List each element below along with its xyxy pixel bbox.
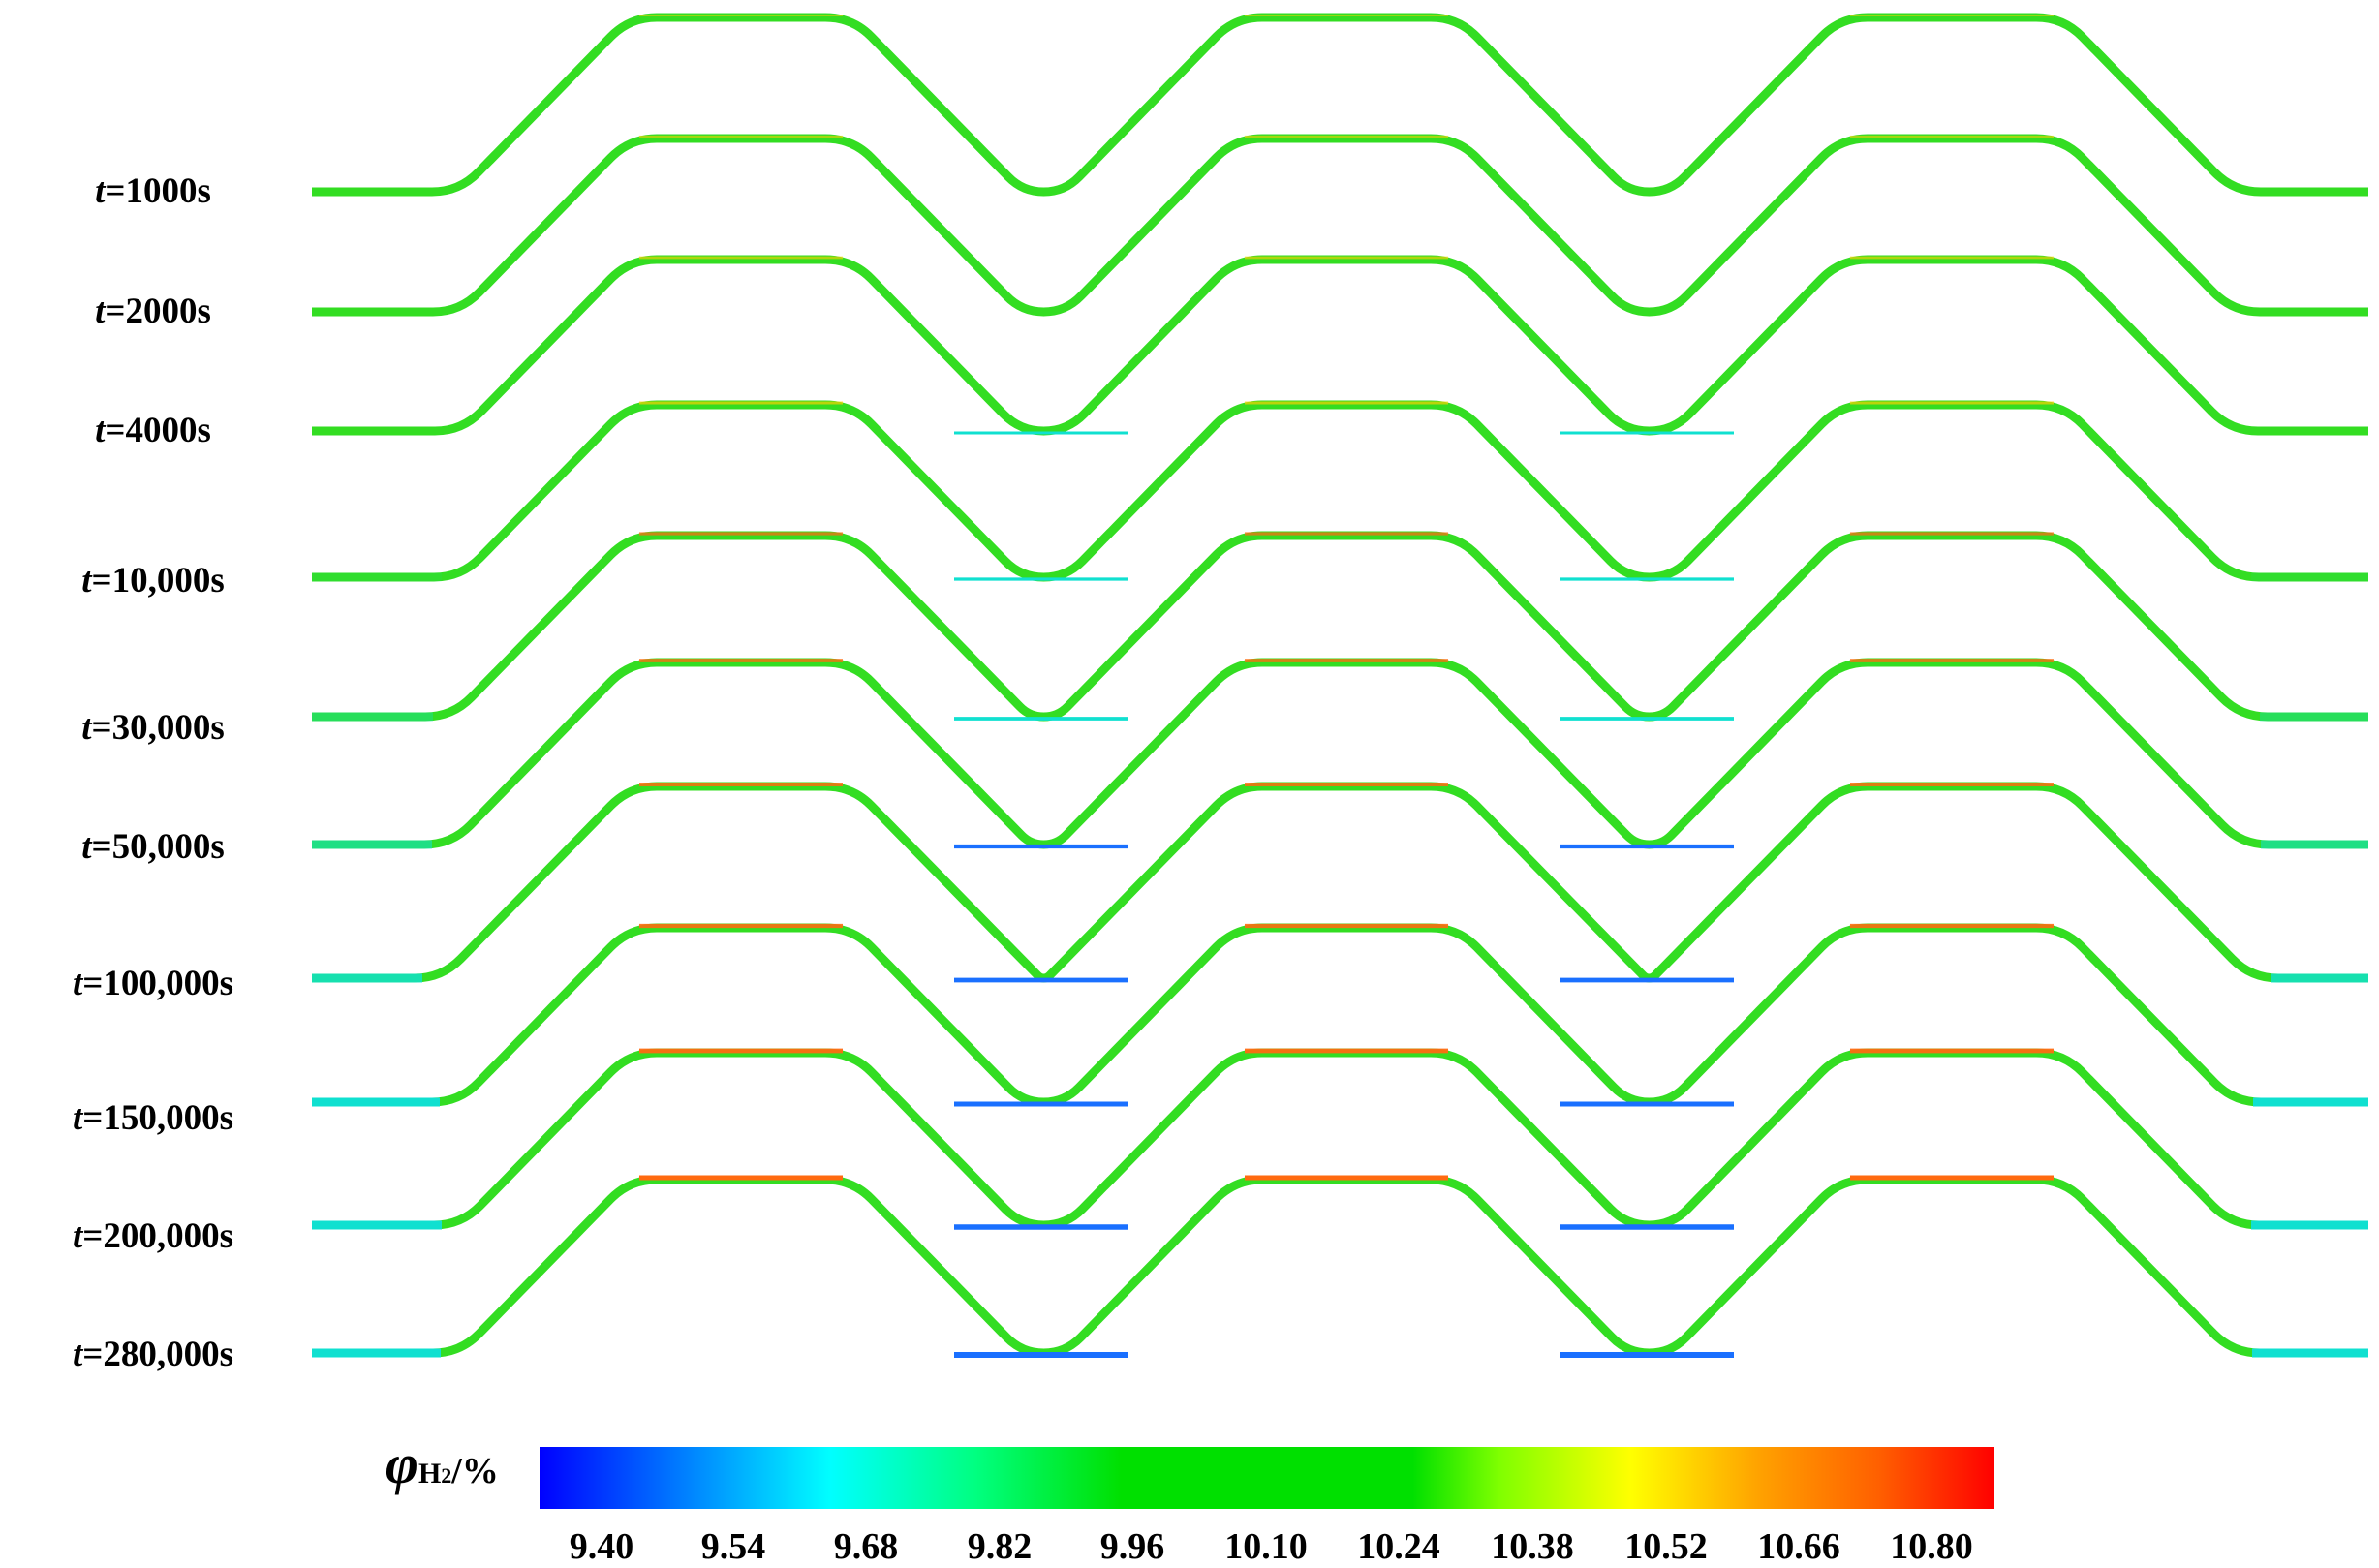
legend-title: φH2/% bbox=[386, 1431, 499, 1496]
time-variable: t bbox=[81, 708, 92, 748]
time-value: =200,000s bbox=[82, 1216, 233, 1256]
time-variable: t bbox=[72, 964, 83, 1003]
pipe-profile-row bbox=[312, 255, 2368, 436]
colorbar-tick-label: 10.80 bbox=[1890, 1526, 1973, 1567]
time-variable: t bbox=[95, 411, 106, 450]
pipe-profile-row bbox=[312, 13, 2368, 197]
colorbar-tick-label: 10.24 bbox=[1357, 1526, 1440, 1567]
colorbar-tick-label: 9.82 bbox=[967, 1526, 1033, 1567]
time-label: t=150,000s bbox=[8, 1099, 298, 1138]
legend-symbol: φ bbox=[386, 1432, 418, 1495]
time-variable: t bbox=[72, 1335, 83, 1374]
pipe-path bbox=[312, 400, 2368, 582]
pipe-path bbox=[312, 923, 2368, 1107]
colorbar-tick-label: 9.54 bbox=[700, 1526, 766, 1567]
time-value: =30,000s bbox=[91, 708, 225, 748]
colorbar-tick-label: 10.38 bbox=[1491, 1526, 1574, 1567]
pipe-path bbox=[312, 782, 2368, 983]
colorbar bbox=[540, 1447, 1994, 1509]
time-variable: t bbox=[81, 561, 92, 600]
time-variable: t bbox=[72, 1098, 83, 1138]
time-label: t=30,000s bbox=[8, 709, 298, 748]
pipe-profile-row bbox=[312, 923, 2368, 1107]
time-value: =10,000s bbox=[91, 561, 225, 600]
time-value: =280,000s bbox=[82, 1335, 233, 1374]
legend-unit: /% bbox=[451, 1451, 499, 1491]
time-label: t=280,000s bbox=[8, 1336, 298, 1374]
time-value: =2000s bbox=[105, 292, 211, 331]
pipe-path bbox=[312, 1048, 2368, 1230]
pipe-path bbox=[312, 1175, 2368, 1358]
time-label: t=4000s bbox=[8, 412, 298, 450]
time-label: t=10,000s bbox=[8, 562, 298, 600]
legend-subscript-2: 2 bbox=[441, 1463, 452, 1488]
pipe-path bbox=[312, 658, 2368, 849]
pipe-profile-row bbox=[312, 400, 2368, 582]
time-label: t=100,000s bbox=[8, 965, 298, 1003]
pipe-path bbox=[312, 134, 2368, 317]
time-value: =1000s bbox=[105, 171, 211, 211]
pipe-path bbox=[312, 255, 2368, 436]
colorbar-tick-label: 10.10 bbox=[1224, 1526, 1308, 1567]
pipe-path bbox=[312, 13, 2368, 197]
time-value: =50,000s bbox=[91, 827, 225, 867]
legend-subscript: H bbox=[417, 1458, 442, 1490]
time-variable: t bbox=[81, 827, 92, 867]
pipe-path bbox=[312, 531, 2368, 722]
time-label: t=2000s bbox=[8, 292, 298, 331]
time-value: =150,000s bbox=[82, 1098, 233, 1138]
time-label: t=50,000s bbox=[8, 828, 298, 867]
colorbar-tick-label: 9.40 bbox=[569, 1526, 634, 1567]
pipe-profile-row bbox=[312, 1048, 2368, 1230]
time-label: t=200,000s bbox=[8, 1217, 298, 1256]
time-value: =4000s bbox=[105, 411, 211, 450]
pipeline-profiles bbox=[312, 13, 2368, 1358]
pipe-profile-row bbox=[312, 531, 2368, 722]
colorbar-tick-label: 9.96 bbox=[1099, 1526, 1165, 1567]
time-variable: t bbox=[95, 292, 106, 331]
colorbar-tick-label: 10.66 bbox=[1757, 1526, 1840, 1567]
time-value: =100,000s bbox=[82, 964, 233, 1003]
pipe-profile-row bbox=[312, 134, 2368, 317]
colorbar-tick-label: 9.68 bbox=[833, 1526, 899, 1567]
pipe-profile-row bbox=[312, 658, 2368, 849]
time-variable: t bbox=[72, 1216, 83, 1256]
colorbar-tick-label: 10.52 bbox=[1624, 1526, 1708, 1567]
pipe-profile-row bbox=[312, 782, 2368, 983]
time-variable: t bbox=[95, 171, 106, 211]
time-label: t=1000s bbox=[8, 172, 298, 211]
pipe-profile-row bbox=[312, 1175, 2368, 1358]
